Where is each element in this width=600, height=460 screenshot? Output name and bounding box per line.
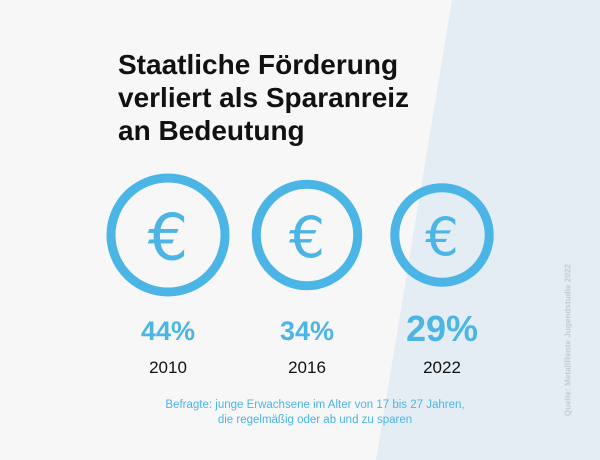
note-line-2: die regelmäßig oder ab und zu sparen — [217, 414, 413, 426]
coin-2016: €34% 2016 — [251, 179, 363, 377]
coin-2010: €44% 2010 — [106, 173, 230, 377]
coin-2022: €29% 2022 — [390, 183, 494, 377]
title-line-2: verliert als Sparanreiz — [118, 82, 410, 113]
euro-icon: € — [289, 205, 325, 271]
euro-icon: € — [425, 207, 459, 268]
year-label: 2022 — [423, 358, 461, 377]
euro-coin-ring — [106, 173, 230, 297]
euro-coin-ring — [390, 183, 494, 287]
value-label: 34% — [280, 316, 334, 346]
respondent-note: Befragte: junge Erwachsene im Alter von … — [130, 398, 500, 428]
note-line-1: Befragte: junge Erwachsene im Alter von … — [165, 399, 465, 411]
euro-coin-ring — [251, 179, 363, 291]
source-label: Quelle: MetallRente Jugendstudie 2022 — [563, 263, 573, 417]
year-label: 2016 — [288, 358, 326, 377]
title-line-1: Staatliche Förderung — [118, 49, 399, 80]
value-label: 29% — [406, 308, 478, 349]
year-label: 2010 — [149, 358, 187, 377]
title-line-3: an Bedeutung — [118, 115, 305, 146]
chart-title: Staatliche Förderung verliert als Sparan… — [118, 48, 458, 147]
value-label: 44% — [141, 316, 195, 346]
euro-icon: € — [148, 202, 189, 276]
